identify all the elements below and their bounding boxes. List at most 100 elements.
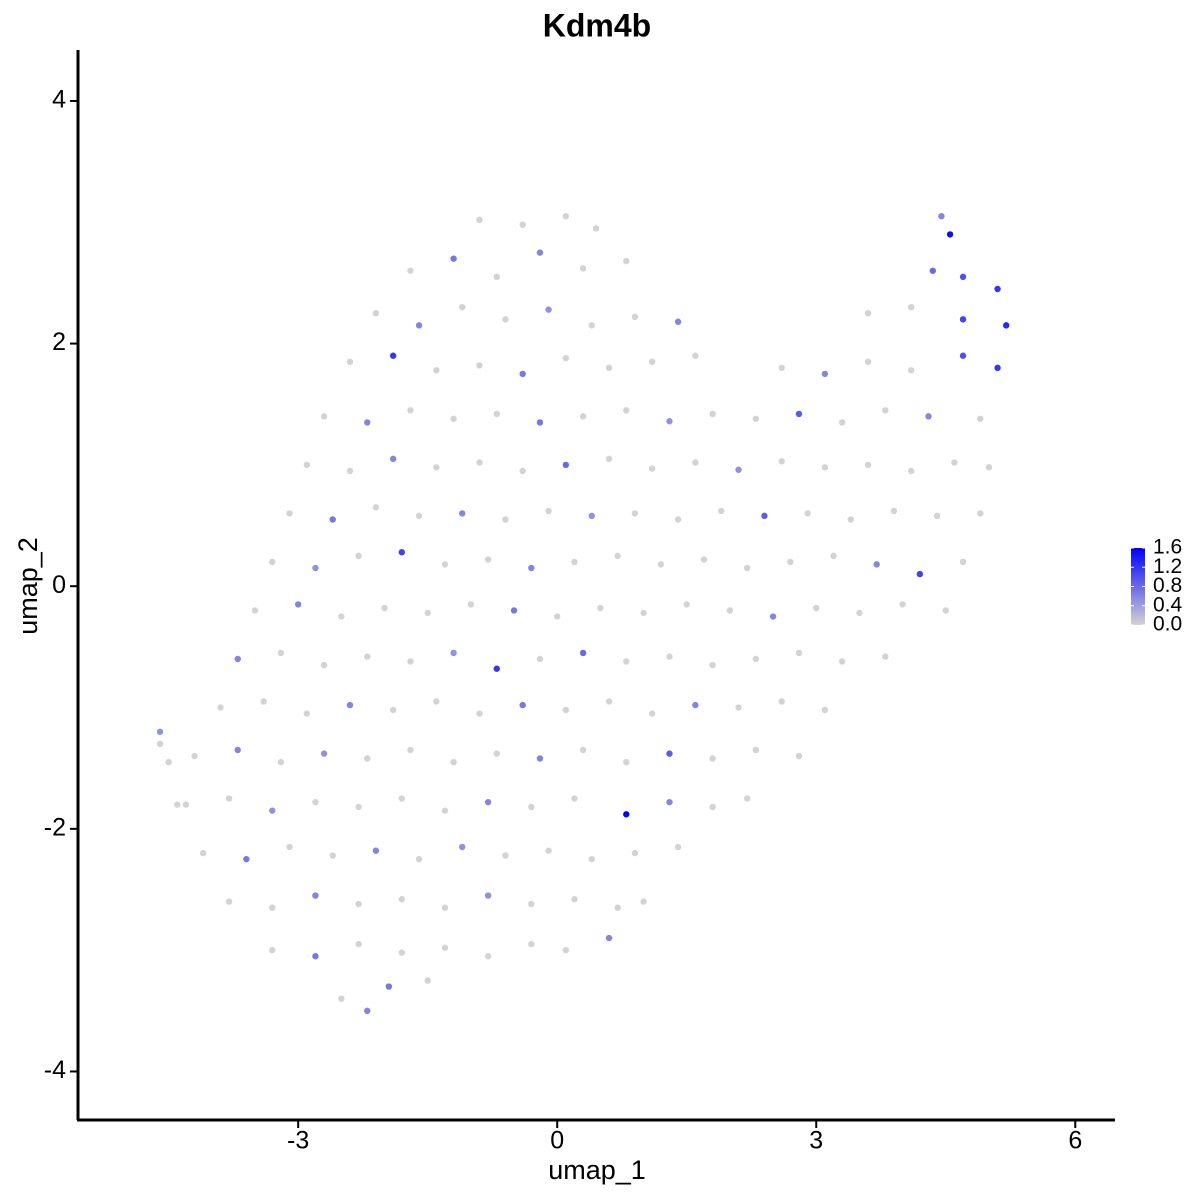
- point: [329, 852, 336, 859]
- point: [562, 354, 570, 362]
- point: [882, 407, 889, 414]
- point: [528, 564, 535, 572]
- point: [959, 316, 967, 323]
- point: [346, 467, 354, 475]
- point: [234, 655, 241, 663]
- point: [407, 658, 414, 665]
- colorbar-label: 0.4: [1153, 593, 1183, 616]
- point: [338, 995, 345, 1002]
- point: [674, 843, 682, 851]
- point: [726, 607, 734, 614]
- point: [648, 710, 656, 717]
- point: [623, 658, 630, 665]
- point: [389, 352, 397, 359]
- point: [528, 900, 535, 908]
- point: [502, 852, 509, 859]
- point: [385, 983, 393, 990]
- point: [484, 892, 492, 899]
- point: [312, 564, 319, 572]
- point: [562, 461, 570, 469]
- chart-title: Kdm4b: [543, 7, 651, 43]
- point: [571, 558, 578, 566]
- point: [528, 940, 535, 948]
- point: [381, 604, 388, 612]
- point: [588, 855, 595, 863]
- point: [450, 415, 457, 422]
- point: [743, 795, 751, 802]
- point: [545, 847, 552, 854]
- point: [269, 558, 276, 566]
- point: [864, 358, 872, 365]
- point: [648, 465, 656, 472]
- point: [346, 358, 354, 365]
- colorbar-label: 1.6: [1153, 536, 1182, 559]
- point: [303, 710, 311, 717]
- point: [450, 758, 457, 766]
- point: [821, 464, 829, 471]
- point: [908, 467, 915, 475]
- point: [666, 798, 673, 806]
- point: [916, 570, 924, 578]
- point: [778, 364, 785, 372]
- point: [217, 704, 224, 711]
- point: [856, 609, 863, 617]
- point: [778, 458, 785, 465]
- point: [493, 410, 500, 418]
- point: [536, 655, 544, 663]
- point: [959, 273, 967, 281]
- point: [605, 455, 613, 463]
- point: [450, 255, 457, 262]
- y-tick-label: -4: [44, 1056, 66, 1084]
- point: [821, 706, 829, 714]
- point: [579, 746, 587, 754]
- point: [484, 798, 492, 806]
- point: [838, 658, 846, 665]
- point: [277, 649, 285, 657]
- point: [778, 698, 785, 705]
- point: [847, 516, 854, 523]
- point: [640, 609, 647, 617]
- point: [355, 900, 362, 908]
- point: [562, 706, 570, 714]
- point: [873, 561, 880, 568]
- point: [441, 904, 449, 911]
- point: [519, 701, 526, 709]
- point: [398, 795, 405, 802]
- point: [648, 358, 656, 365]
- point: [579, 649, 587, 657]
- point: [709, 661, 716, 669]
- point: [320, 661, 328, 669]
- point: [605, 364, 613, 372]
- point: [398, 549, 405, 556]
- point: [718, 507, 725, 515]
- point: [735, 466, 742, 473]
- point: [709, 803, 716, 811]
- point: [312, 892, 319, 899]
- point: [795, 649, 803, 657]
- point: [424, 609, 431, 617]
- point: [838, 419, 846, 426]
- point: [269, 807, 276, 814]
- point: [938, 213, 945, 220]
- point: [994, 364, 1001, 372]
- point: [752, 746, 760, 754]
- point: [666, 653, 673, 660]
- point: [225, 795, 233, 802]
- point: [562, 213, 570, 220]
- point: [277, 758, 285, 766]
- point: [441, 561, 449, 568]
- point: [286, 843, 293, 851]
- point: [320, 413, 328, 420]
- x-tick-label: 3: [809, 1127, 823, 1155]
- point: [959, 558, 967, 566]
- point: [623, 257, 630, 265]
- point: [536, 755, 544, 762]
- y-axis-title: umap_2: [13, 537, 43, 635]
- point: [623, 758, 630, 766]
- point: [752, 415, 760, 422]
- point: [933, 512, 941, 520]
- point: [364, 653, 371, 660]
- x-tick-label: 6: [1068, 1127, 1082, 1155]
- point: [674, 318, 682, 325]
